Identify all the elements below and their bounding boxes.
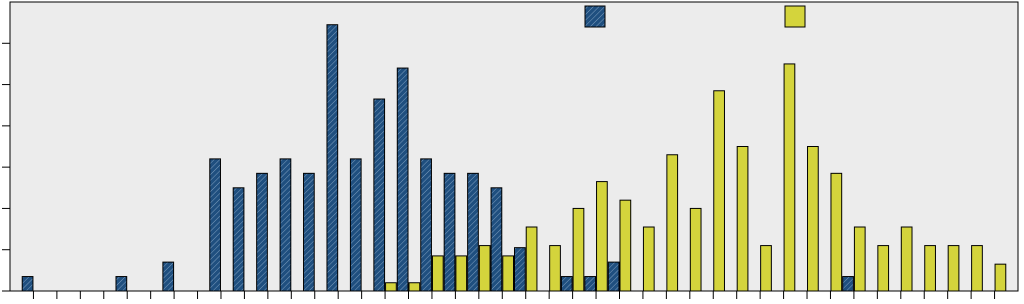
bar bbox=[209, 158, 221, 292]
bar bbox=[713, 90, 725, 292]
bar bbox=[408, 282, 421, 292]
bar bbox=[490, 187, 503, 292]
bar bbox=[303, 172, 315, 292]
bar bbox=[596, 181, 608, 292]
bar bbox=[232, 187, 245, 292]
bar bbox=[256, 172, 268, 292]
bar bbox=[947, 245, 960, 292]
bar bbox=[420, 158, 432, 292]
bar bbox=[783, 63, 796, 292]
bar bbox=[760, 245, 772, 292]
bar bbox=[455, 255, 468, 292]
bar bbox=[326, 24, 339, 292]
bar bbox=[994, 263, 1007, 292]
bar bbox=[514, 247, 526, 292]
bar bbox=[560, 276, 573, 292]
bar bbox=[900, 226, 913, 292]
bar bbox=[971, 245, 983, 292]
bar bbox=[549, 245, 561, 292]
bar bbox=[607, 261, 620, 292]
bar bbox=[443, 172, 456, 292]
bar bbox=[525, 226, 538, 292]
plot-area bbox=[9, 1, 1019, 292]
bar bbox=[842, 276, 854, 292]
bar bbox=[584, 276, 597, 292]
bar bbox=[21, 276, 34, 292]
bar bbox=[642, 226, 655, 292]
bar bbox=[807, 146, 819, 292]
bar bbox=[924, 245, 936, 292]
legend-swatch bbox=[584, 5, 606, 28]
bar bbox=[619, 199, 632, 292]
bar bbox=[502, 255, 515, 292]
legend-swatch bbox=[784, 5, 806, 28]
bar bbox=[373, 98, 386, 292]
bar bbox=[877, 245, 890, 292]
bar bbox=[431, 255, 444, 292]
bar bbox=[279, 158, 292, 292]
bar bbox=[478, 245, 491, 292]
bar bbox=[736, 146, 749, 292]
bar bbox=[162, 261, 175, 292]
bar bbox=[853, 226, 866, 292]
bar bbox=[385, 282, 397, 292]
bar bbox=[349, 158, 362, 292]
bar bbox=[396, 67, 409, 292]
bar bbox=[689, 207, 702, 292]
bar bbox=[467, 172, 479, 292]
bar bbox=[666, 154, 679, 292]
bar bbox=[115, 276, 128, 292]
bar bbox=[830, 172, 843, 292]
bar bbox=[572, 207, 585, 292]
